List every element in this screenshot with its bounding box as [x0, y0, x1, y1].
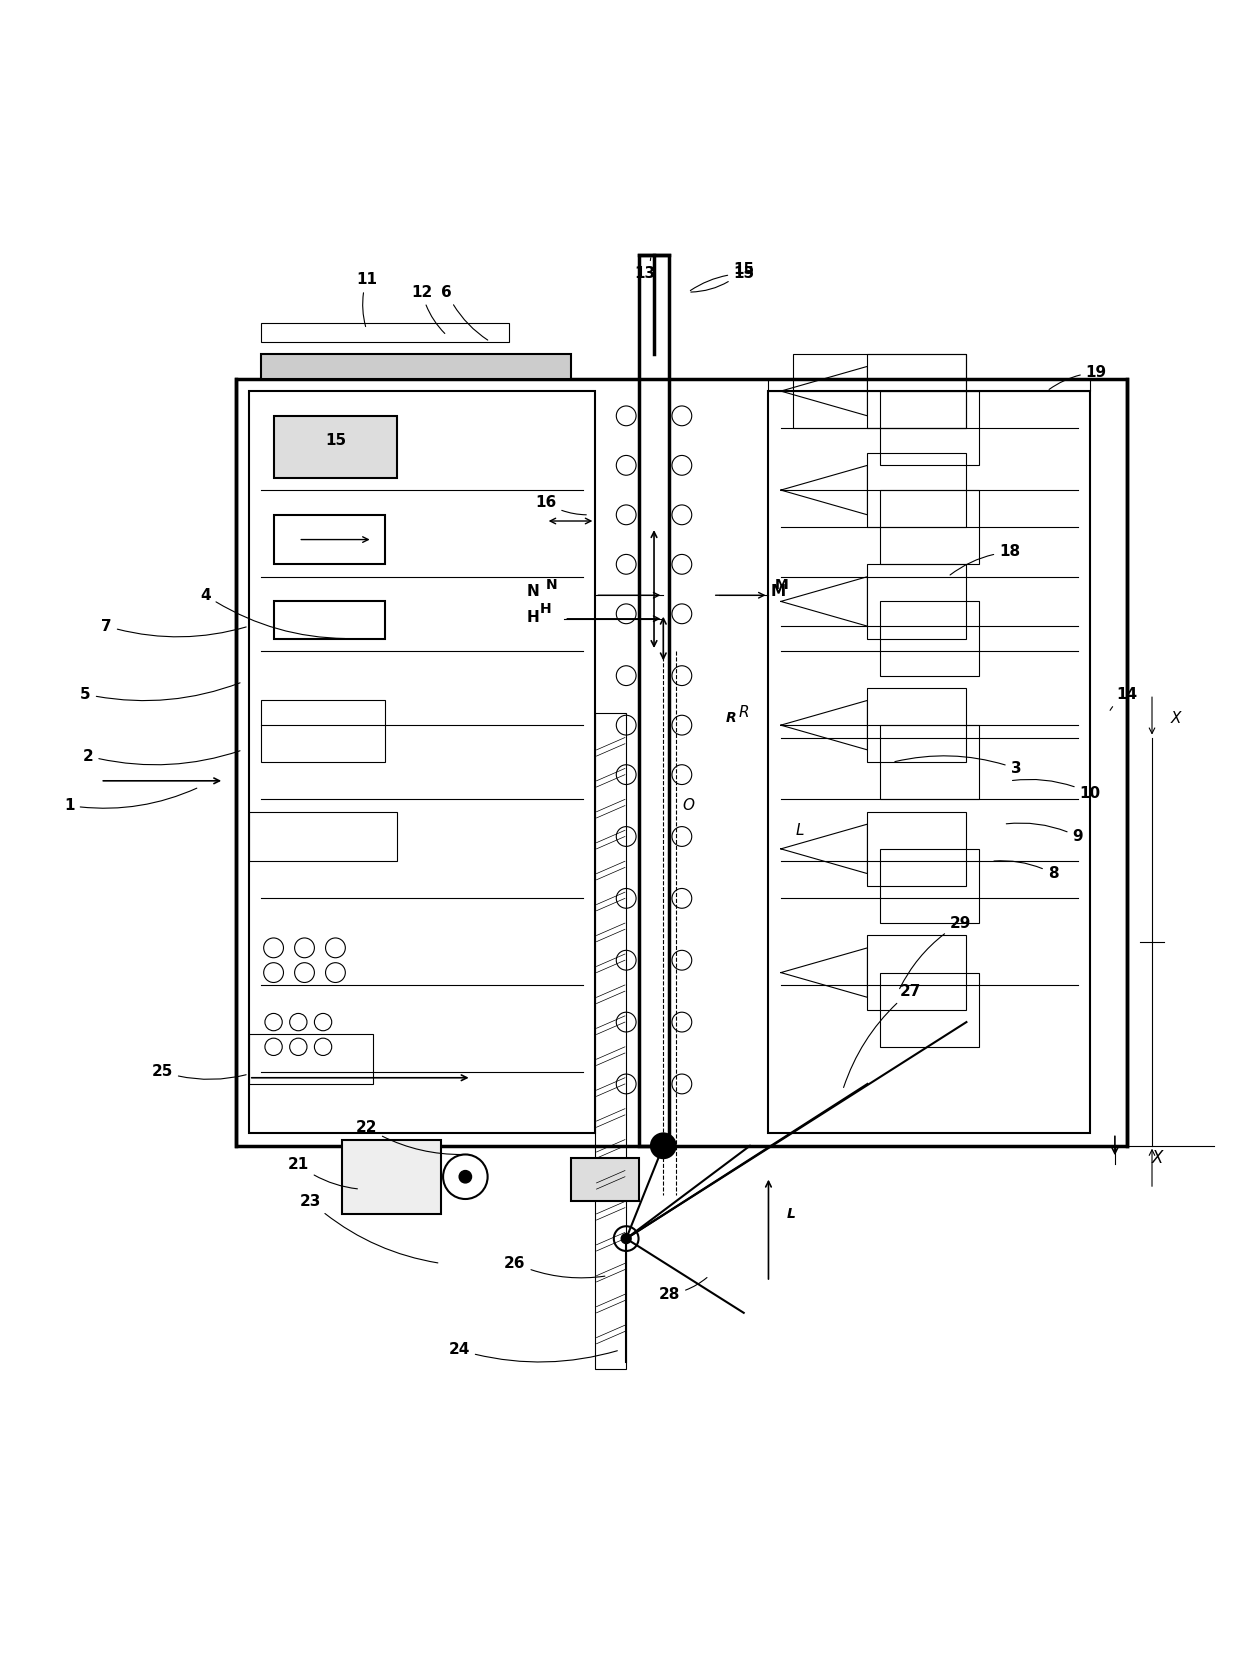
Bar: [274, 417, 397, 478]
Text: O: O: [682, 798, 694, 813]
Text: 26: 26: [505, 1256, 605, 1278]
Bar: [868, 935, 966, 1010]
Bar: [868, 453, 966, 527]
Bar: [880, 391, 978, 465]
Bar: [880, 601, 978, 676]
Bar: [868, 688, 966, 763]
Text: N: N: [546, 577, 558, 592]
Text: 9: 9: [1007, 823, 1083, 843]
Text: 13: 13: [634, 258, 655, 281]
Text: 15: 15: [325, 433, 346, 448]
Bar: [868, 811, 966, 887]
Text: H: H: [539, 602, 552, 616]
Bar: [274, 601, 384, 639]
Text: 12: 12: [412, 284, 445, 333]
Bar: [595, 713, 626, 1369]
Text: 28: 28: [658, 1278, 707, 1302]
Text: 10: 10: [1013, 780, 1101, 801]
Bar: [880, 972, 978, 1047]
Circle shape: [651, 1133, 676, 1158]
Text: X: X: [1152, 1149, 1163, 1168]
Text: 29: 29: [899, 915, 971, 989]
Bar: [342, 1139, 440, 1215]
Bar: [262, 701, 384, 763]
Text: H: H: [527, 611, 539, 626]
Text: L: L: [787, 1206, 796, 1221]
Bar: [274, 515, 384, 564]
Circle shape: [621, 1233, 631, 1243]
Text: 25: 25: [151, 1064, 247, 1079]
Bar: [570, 1158, 639, 1201]
Text: 1: 1: [64, 788, 197, 813]
Bar: [794, 355, 966, 428]
Text: 5: 5: [81, 683, 241, 701]
Bar: [880, 490, 978, 564]
Bar: [868, 355, 966, 428]
Text: N: N: [527, 584, 539, 599]
Bar: [868, 564, 966, 639]
Text: 15: 15: [691, 266, 754, 291]
Text: 19: 19: [1049, 365, 1107, 390]
Bar: [262, 323, 508, 341]
Text: 15: 15: [691, 263, 754, 293]
Text: 6: 6: [441, 284, 487, 340]
Circle shape: [459, 1171, 471, 1183]
Text: 16: 16: [536, 495, 587, 515]
Text: M: M: [771, 584, 786, 599]
Text: 18: 18: [950, 544, 1021, 576]
Text: 22: 22: [356, 1119, 463, 1154]
Text: 3: 3: [895, 756, 1022, 776]
Text: R: R: [738, 706, 749, 721]
Text: 7: 7: [102, 619, 247, 637]
Text: X: X: [1171, 711, 1180, 726]
Bar: [249, 811, 397, 862]
Text: M: M: [775, 577, 789, 592]
Bar: [237, 378, 1127, 1146]
Text: 27: 27: [843, 984, 921, 1087]
Text: R: R: [727, 711, 737, 724]
Text: 4: 4: [200, 587, 345, 639]
Bar: [249, 1034, 372, 1084]
Text: 2: 2: [83, 748, 241, 765]
Bar: [249, 391, 595, 1133]
Bar: [769, 378, 1090, 391]
Text: 24: 24: [449, 1342, 618, 1362]
Text: 8: 8: [994, 860, 1059, 882]
Bar: [880, 848, 978, 923]
Bar: [639, 254, 670, 1146]
Text: 23: 23: [300, 1195, 438, 1263]
Text: L: L: [795, 823, 804, 838]
Bar: [880, 724, 978, 800]
Text: 21: 21: [288, 1156, 357, 1190]
Bar: [769, 391, 1090, 1133]
Text: 11: 11: [356, 273, 377, 326]
Text: 14: 14: [1110, 686, 1138, 711]
Bar: [262, 355, 570, 378]
